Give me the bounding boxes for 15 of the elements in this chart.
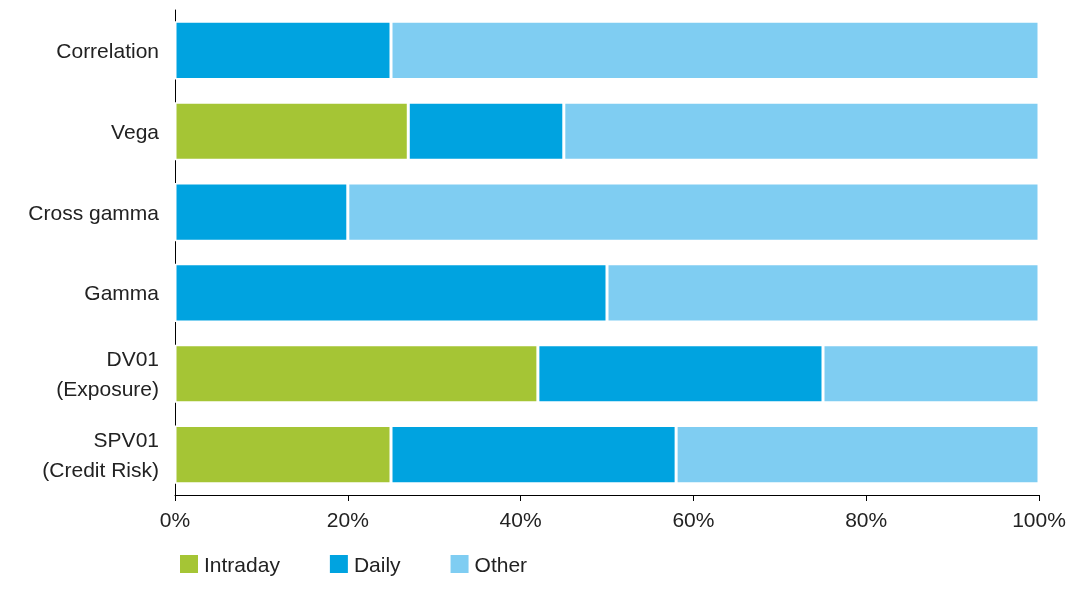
legend-label: Other <box>474 552 528 576</box>
x-tick-label: 100% <box>1012 508 1066 531</box>
y-tick-label: SPV01 (Credit Risk) <box>42 428 159 482</box>
y-tick-label: Cross gamma <box>28 200 160 224</box>
x-tick-label: 80% <box>845 508 888 531</box>
y-tick-label: Vega <box>111 119 160 143</box>
x-tick-label: 20% <box>326 508 369 531</box>
x-tick-label: 40% <box>499 508 542 531</box>
x-tick-label: 60% <box>672 508 715 531</box>
legend-label: Daily <box>353 552 402 576</box>
y-tick-label: DV01 (Exposure) <box>56 347 159 401</box>
legend-label: Intraday <box>204 552 281 576</box>
y-tick-label: Correlation <box>56 38 159 62</box>
x-tick-label: 0% <box>159 508 191 531</box>
y-tick-label: Gamma <box>84 281 160 305</box>
